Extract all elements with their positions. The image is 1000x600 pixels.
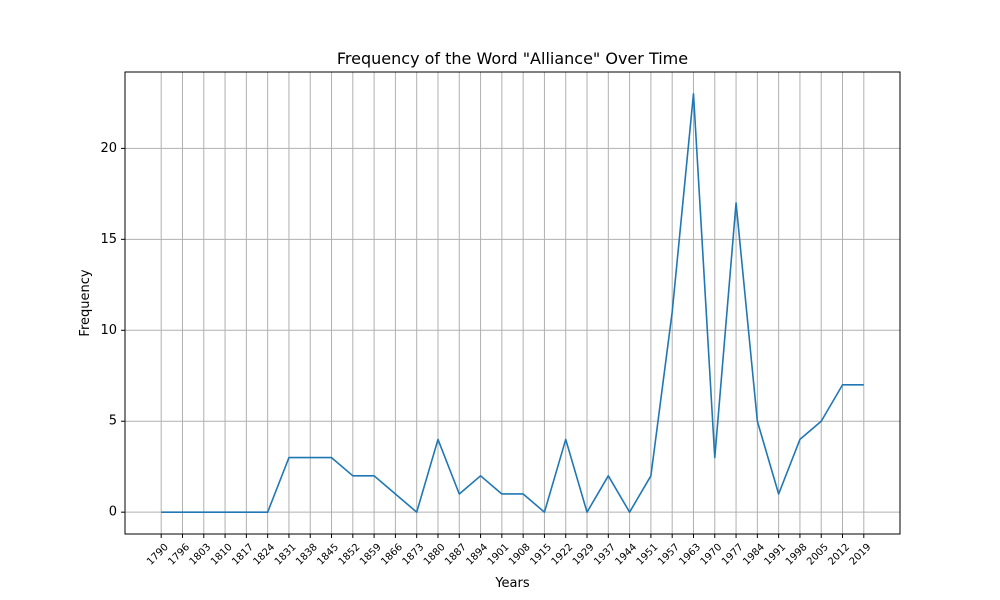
- series: [161, 93, 864, 513]
- x-tick-label: 1790: [145, 542, 171, 568]
- x-tick-label: 1880: [422, 542, 448, 568]
- x-tick-label: 1929: [571, 542, 597, 568]
- x-tick-label: 1951: [635, 542, 661, 568]
- x-tick-label: 1908: [507, 542, 533, 568]
- x-tick-label: 1838: [294, 542, 320, 568]
- x-tick-label: 1810: [209, 542, 235, 568]
- x-tick-label: 2019: [848, 542, 874, 568]
- y-tick-label: 10: [100, 323, 117, 338]
- y-tick-label: 0: [109, 505, 117, 520]
- y-axis-label: Frequency: [78, 269, 93, 336]
- x-tick-label: 1944: [613, 542, 639, 568]
- y-tick-label: 15: [100, 232, 117, 247]
- x-tick-label: 1915: [528, 542, 554, 568]
- x-tick-label: 1845: [315, 542, 341, 568]
- x-tick-label: 1984: [741, 542, 767, 568]
- x-tick-label: 1922: [550, 542, 576, 568]
- x-tick-label: 1824: [252, 542, 278, 568]
- x-axis-ticks: 1790179618031810181718241831183818451852…: [145, 534, 873, 568]
- x-tick-label: 1977: [720, 542, 746, 568]
- x-tick-label: 1873: [401, 542, 427, 568]
- chart-title: Frequency of the Word "Alliance" Over Ti…: [337, 49, 688, 68]
- x-tick-label: 1887: [443, 542, 469, 568]
- x-axis-label: Years: [494, 576, 530, 591]
- x-tick-label: 1991: [763, 542, 789, 568]
- x-tick-label: 1957: [656, 542, 682, 568]
- x-tick-label: 1866: [379, 542, 405, 568]
- x-tick-label: 1859: [358, 542, 384, 568]
- series-line: [161, 93, 864, 513]
- x-tick-label: 1963: [677, 542, 703, 568]
- x-tick-label: 1852: [337, 542, 363, 568]
- y-tick-label: 5: [109, 414, 117, 429]
- x-tick-label: 1803: [188, 542, 214, 568]
- y-tick-label: 20: [100, 141, 117, 156]
- x-tick-label: 2005: [805, 542, 831, 568]
- x-tick-label: 1998: [784, 542, 810, 568]
- x-tick-label: 1817: [230, 542, 256, 568]
- y-axis-ticks: 0 5 10 15 20: [100, 141, 125, 520]
- x-tick-label: 2012: [826, 542, 852, 568]
- grid: [125, 72, 900, 534]
- plot-frame: [124, 71, 901, 535]
- x-tick-label: 1894: [464, 542, 490, 568]
- x-tick-label: 1901: [486, 542, 512, 568]
- x-tick-label: 1831: [273, 542, 299, 568]
- x-tick-label: 1970: [699, 542, 725, 568]
- x-tick-label: 1796: [166, 542, 192, 568]
- x-tick-label: 1937: [592, 542, 618, 568]
